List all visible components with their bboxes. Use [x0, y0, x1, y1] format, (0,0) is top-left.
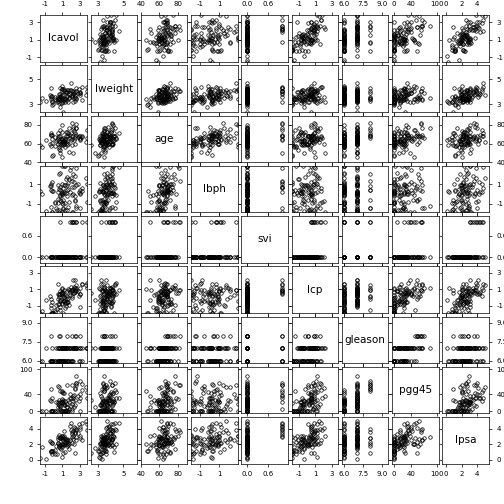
Text: lpsa: lpsa	[455, 435, 476, 446]
Text: lbph: lbph	[203, 184, 226, 194]
Text: lcp: lcp	[307, 285, 323, 295]
Text: pgg45: pgg45	[399, 385, 432, 395]
Text: lcavol: lcavol	[48, 33, 79, 43]
Text: age: age	[154, 134, 174, 144]
Text: svi: svi	[257, 234, 272, 244]
Text: gleason: gleason	[345, 335, 386, 345]
Text: lweight: lweight	[95, 84, 133, 94]
